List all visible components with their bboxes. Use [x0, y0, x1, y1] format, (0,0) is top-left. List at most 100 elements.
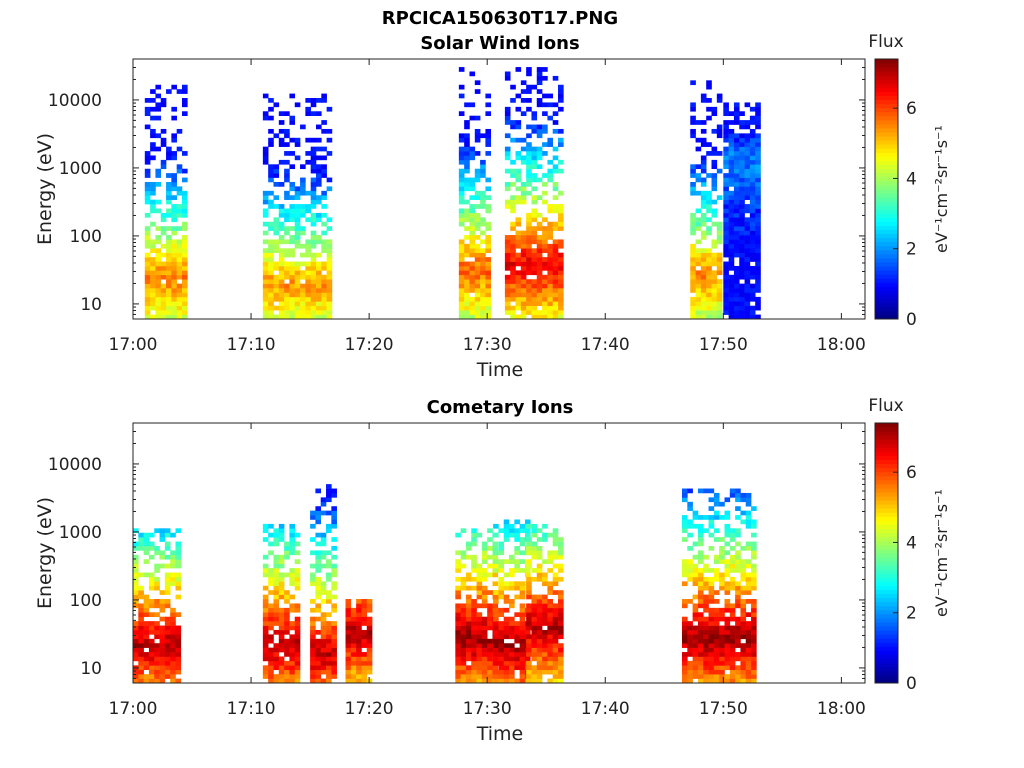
heatmap-cell: [711, 314, 718, 320]
heatmap-cell: [148, 656, 155, 662]
heatmap-cell: [744, 120, 751, 125]
heatmap-cell: [504, 292, 511, 298]
heatmap-cell: [728, 208, 735, 214]
heatmap-cell: [536, 261, 543, 267]
heatmap-cell: [458, 151, 465, 156]
heatmap-cell: [542, 314, 548, 320]
heatmap-cell: [164, 643, 171, 648]
heatmap-cell: [487, 652, 493, 657]
heatmap-cell: [278, 142, 285, 147]
heatmap-cell: [493, 532, 499, 538]
heatmap-cell: [697, 678, 704, 684]
heatmap-cell: [465, 621, 472, 626]
heatmap-cell: [310, 221, 317, 227]
heatmap-cell: [284, 230, 290, 236]
heatmap-cell: [480, 239, 486, 245]
heatmap-cell: [740, 660, 747, 666]
colorbar-swatch: [875, 180, 898, 186]
heatmap-cell: [148, 629, 155, 635]
heatmap-cell: [326, 665, 332, 671]
heatmap-cell: [154, 629, 160, 635]
heatmap-cell: [366, 665, 373, 671]
heatmap-cell: [719, 652, 725, 657]
heatmap-cell: [166, 296, 172, 302]
heatmap-cell: [278, 638, 285, 644]
colorbar-swatch: [875, 492, 898, 497]
heatmap-cell: [464, 164, 470, 170]
heatmap-cell: [515, 168, 522, 174]
heatmap-cell: [755, 314, 761, 320]
heatmap-cell: [326, 634, 332, 640]
heatmap-cell: [458, 217, 465, 223]
heatmap-cell: [485, 177, 492, 183]
heatmap-cell: [148, 576, 155, 582]
heatmap-cell: [331, 669, 337, 675]
heatmap-cell: [326, 243, 333, 249]
heatmap-cell: [171, 243, 177, 249]
heatmap-cell: [519, 625, 526, 631]
heatmap-cell: [755, 274, 761, 280]
heatmap-cell: [268, 310, 274, 315]
heatmap-cell: [724, 665, 731, 671]
heatmap-cell: [728, 164, 735, 170]
heatmap-cell: [558, 301, 564, 307]
colorbar-swatch: [875, 674, 898, 680]
heatmap-cell: [498, 576, 505, 582]
heatmap-cell: [755, 173, 761, 178]
cometary-y-axis-label: Energy (eV): [34, 497, 56, 609]
heatmap-cell: [719, 515, 725, 520]
heatmap-cell: [310, 217, 317, 223]
heatmap-cell: [350, 652, 357, 657]
heatmap-cell: [558, 310, 564, 315]
heatmap-cell: [300, 310, 306, 315]
heatmap-cell: [682, 660, 688, 666]
heatmap-cell: [171, 208, 177, 214]
heatmap-cell: [739, 248, 745, 254]
heatmap-cell: [515, 292, 522, 298]
heatmap-cell: [268, 568, 274, 573]
heatmap-cell: [531, 235, 538, 240]
heatmap-cell: [751, 660, 757, 666]
heatmap-cell: [510, 84, 516, 90]
heatmap-cell: [268, 177, 274, 183]
heatmap-cell: [547, 568, 554, 573]
heatmap-cell: [155, 181, 162, 187]
heatmap-cell: [708, 674, 715, 679]
heatmap-cell: [268, 616, 274, 622]
heatmap-cell: [716, 301, 723, 307]
heatmap-cell: [514, 594, 520, 600]
heatmap-cell: [711, 151, 718, 156]
heatmap-cell: [711, 159, 718, 165]
heatmap-cell: [542, 248, 548, 254]
heatmap-cell: [536, 239, 543, 245]
heatmap-cell: [552, 665, 559, 671]
heatmap-cell: [316, 181, 322, 187]
cometary-x-ticks: 17:00 17:10 17:20 17:30 17:40 17:50 18:00: [109, 423, 866, 719]
heatmap-cell: [547, 283, 554, 289]
heatmap-cell: [733, 226, 740, 231]
heatmap-cell: [155, 115, 162, 121]
heatmap-cell: [155, 310, 162, 315]
heatmap-cell: [687, 523, 693, 529]
heatmap-cell: [708, 634, 715, 640]
heatmap-cell: [310, 204, 317, 209]
heatmap-cell: [706, 199, 712, 205]
heatmap-cell: [171, 195, 177, 200]
heatmap-cell: [171, 155, 177, 161]
heatmap-cell: [465, 554, 472, 560]
heatmap-cell: [278, 137, 285, 143]
heatmap-cell: [504, 106, 511, 112]
heatmap-cell: [133, 603, 139, 609]
heatmap-cell: [755, 221, 761, 227]
heatmap-cell: [159, 669, 166, 675]
heatmap-cell: [320, 629, 327, 635]
heatmap-cell: [320, 585, 327, 591]
heatmap-cell: [315, 563, 322, 569]
heatmap-cell: [531, 665, 538, 671]
heatmap-cell: [751, 563, 757, 569]
heatmap-cell: [526, 576, 532, 582]
heatmap-cell: [268, 674, 274, 679]
heatmap-cell: [458, 243, 465, 249]
heatmap-cell: [687, 674, 693, 679]
heatmap-cell: [262, 279, 269, 284]
